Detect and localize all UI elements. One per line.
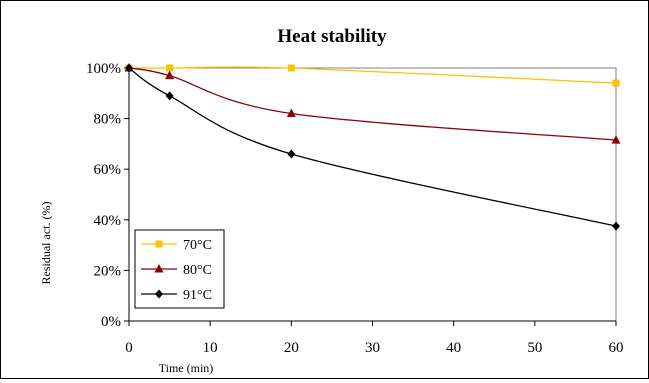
x-axis: 0 10 20 30 40 50 60 — [125, 320, 624, 356]
y-axis: 0% 20% 40% 60% 80% 100% — [86, 61, 130, 330]
legend-marker — [154, 264, 164, 273]
series-line — [129, 66, 617, 84]
legend-label: 91°C — [183, 288, 212, 303]
y-tick-label: 60% — [94, 162, 122, 178]
y-tick-label: 40% — [94, 213, 122, 229]
data-point — [612, 221, 620, 231]
y-tick-label: 100% — [86, 61, 121, 77]
y-tick-label: 0% — [101, 314, 121, 330]
y-tick-label: 80% — [94, 112, 122, 128]
x-tick-label: 30 — [365, 340, 380, 356]
data-point — [286, 108, 296, 118]
data-point — [611, 135, 621, 144]
legend-marker — [155, 289, 163, 299]
y-axis-label: Residual act. (%) — [39, 202, 53, 285]
x-tick-label: 20 — [284, 340, 299, 356]
data-point — [165, 91, 174, 101]
legend-label: 80°C — [183, 263, 212, 278]
x-tick-label: 0 — [125, 340, 133, 356]
x-tick-label: 10 — [203, 340, 218, 356]
data-point — [612, 79, 620, 87]
series-2 — [125, 63, 620, 231]
legend-label: 70°C — [183, 238, 212, 253]
legend-marker — [155, 240, 163, 248]
data-point — [165, 70, 175, 80]
x-tick-label: 60 — [609, 340, 624, 356]
data-point — [125, 63, 133, 73]
legend: 70°C 80°C 91°C — [134, 229, 225, 309]
series-line — [128, 67, 617, 141]
data-point — [287, 149, 296, 159]
data-point — [166, 64, 174, 72]
data-point — [287, 64, 295, 72]
x-tick-label: 50 — [527, 340, 542, 356]
y-tick-label: 20% — [94, 263, 122, 279]
series-line — [128, 67, 617, 227]
chart-title: Heat stability — [277, 26, 387, 47]
series-layer — [124, 63, 621, 231]
x-axis-label: Time (min) — [159, 361, 214, 375]
x-tick-label: 40 — [446, 340, 461, 356]
